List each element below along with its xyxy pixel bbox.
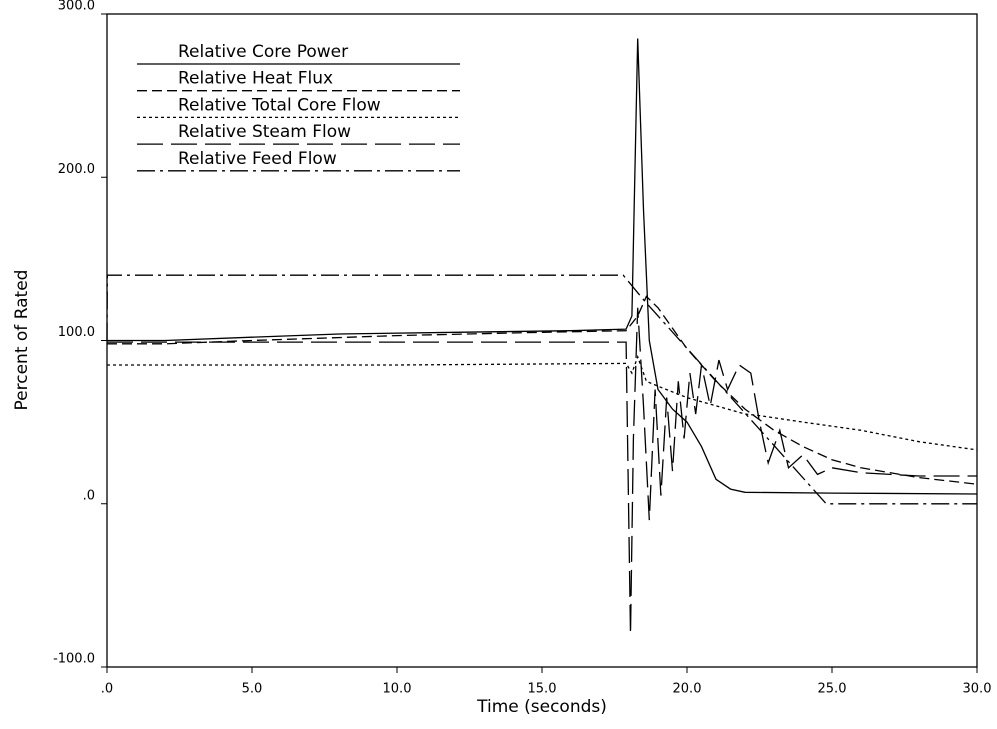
series-line [107, 354, 978, 451]
legend-label: Relative Steam Flow [178, 122, 351, 142]
y-axis-label: Percent of Rated [12, 270, 32, 411]
x-axis-label: Time (seconds) [476, 697, 607, 717]
x-tick-label: 10.0 [383, 682, 412, 697]
y-tick-label: .0 [83, 488, 95, 503]
y-tick-label: 100.0 [58, 325, 95, 340]
y-tick-label: -100.0 [53, 652, 95, 667]
y-tick-label: 300.0 [58, 0, 95, 14]
legend-label: Relative Core Power [178, 42, 348, 62]
series-line [107, 38, 978, 495]
series-line [107, 307, 977, 635]
x-tick-label: 20.0 [673, 682, 702, 697]
x-tick-label: 15.0 [528, 682, 557, 697]
series-line [106, 274, 977, 505]
x-tick-label: 5.0 [242, 682, 263, 697]
series-line [107, 295, 978, 485]
legend-label: Relative Total Core Flow [178, 95, 381, 115]
x-tick-label: 30.0 [963, 682, 992, 697]
x-tick-label: 25.0 [818, 682, 847, 697]
y-tick-label: 200.0 [58, 162, 95, 177]
x-tick-label: .0 [101, 682, 113, 697]
legend-label: Relative Feed Flow [178, 149, 337, 169]
legend-label: Relative Heat Flux [178, 69, 333, 89]
